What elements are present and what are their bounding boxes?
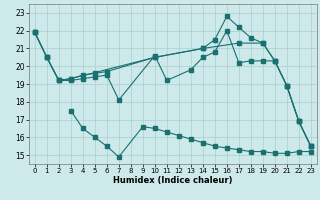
X-axis label: Humidex (Indice chaleur): Humidex (Indice chaleur) — [113, 176, 233, 185]
